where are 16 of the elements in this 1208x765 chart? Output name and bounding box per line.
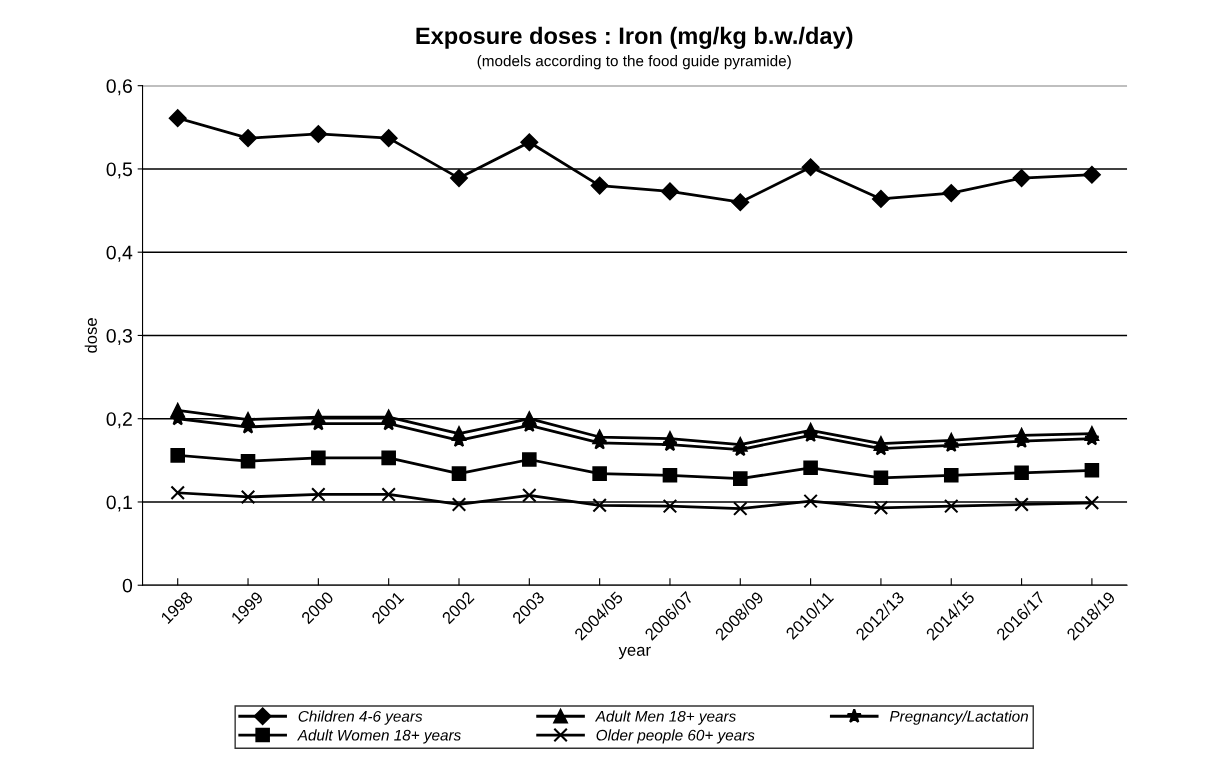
y-tick-label: 0,6 [106,79,132,96]
chart-title: Exposure doses : Iron (mg/kg b.w./day) [416,26,853,49]
legend-label: Children 4-6 years [298,710,423,725]
y-tick-label: 0,4 [106,245,133,262]
y-tick-label: 0,1 [106,495,132,512]
y-tick-label: 0 [122,578,133,593]
y-tick-label: 0,2 [106,412,132,429]
chart-subtitle: (models according to the food guide pyramide) [477,55,791,70]
y-axis-title: dose [84,318,97,353]
legend-label: Pregnancy/Lactation [889,710,1028,725]
legend-label: Older people 60+ years [596,729,755,744]
y-tick-label: 0,3 [106,328,132,345]
y-tick-label: 0,5 [106,162,133,179]
legend-label: Adult Women 18+ years [297,729,461,744]
legend-label: Adult Men 18+ years [594,710,736,725]
x-axis-title: year [618,646,651,660]
